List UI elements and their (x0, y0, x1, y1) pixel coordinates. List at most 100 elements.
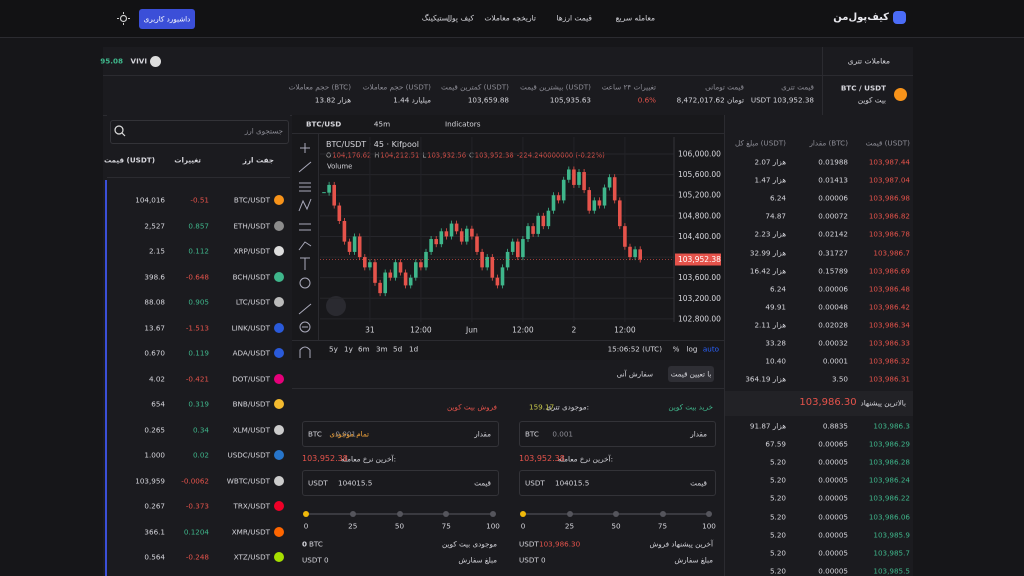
slider-stop[interactable] (396, 511, 403, 517)
range-button[interactable]: 1d (409, 344, 419, 354)
slider-stop[interactable] (490, 511, 496, 517)
search-box[interactable] (110, 120, 289, 144)
slider-stop[interactable] (566, 511, 573, 517)
search-placeholder[interactable]: جستجوی ارز (244, 126, 283, 136)
market-list (107, 115, 290, 576)
interval[interactable]: 45m (373, 119, 391, 129)
nav-link[interactable]: تاریخچه معاملات (484, 13, 536, 23)
market-pair[interactable]: TRX/USDT (233, 501, 270, 511)
divider (292, 133, 724, 134)
market-pair[interactable]: ETH/USDT (233, 220, 270, 230)
sell-price-input[interactable] (302, 470, 499, 496)
book-price: 103,986.32 (868, 356, 910, 366)
balance-label: موجودی بیت کوین (442, 539, 497, 549)
market-selector[interactable]: معاملات تتری (847, 56, 890, 66)
slider-stop[interactable] (349, 511, 356, 517)
all-balance[interactable]: تمام موجودی (329, 429, 369, 439)
market-pair[interactable]: BCH/USDT (232, 271, 270, 281)
market-pair[interactable]: WBTC/USDT (226, 475, 270, 485)
book-total: 16.42 هزار (749, 265, 786, 275)
candle (526, 226, 530, 240)
slider-stop[interactable] (443, 511, 450, 517)
sell-amount-input[interactable] (302, 421, 499, 447)
dashboard-button[interactable] (139, 9, 195, 29)
candle (327, 184, 331, 193)
market-pair[interactable]: XRP/USDT (233, 246, 270, 256)
market-pair[interactable]: XMR/USDT (231, 526, 270, 536)
buy-price-input[interactable] (519, 470, 716, 496)
market-pair[interactable]: DOT/USDT (232, 373, 270, 383)
book-amount: 0.15789 (818, 265, 848, 275)
input-label: قیمت (474, 478, 491, 488)
nav-link[interactable]: کیف پول (446, 13, 474, 23)
book-total: 32.99 هزار (749, 247, 786, 257)
book-total: 5.20 (769, 493, 786, 503)
book-price: 103,986.48 (868, 284, 910, 294)
candle (322, 192, 326, 194)
range-button[interactable]: 3m (376, 344, 388, 354)
input-label: قیمت (690, 478, 707, 488)
tab-limit[interactable] (668, 366, 714, 382)
nav-link[interactable]: معامله سریع (615, 13, 655, 23)
market-change: -0.51 (190, 195, 209, 205)
book-total: 2.11 هزار (754, 320, 786, 330)
theme-toggle[interactable] (117, 12, 130, 25)
range-button[interactable]: 5d (393, 344, 403, 354)
balance-value: 0 (302, 539, 308, 549)
coin-icon (274, 450, 284, 460)
chart-title: BTC/USDT · 45 · Kifpool (326, 140, 419, 149)
input-value[interactable]: 104015.5 (338, 478, 373, 488)
coin-icon (274, 526, 284, 537)
candle (618, 200, 622, 227)
candle (495, 277, 500, 286)
slider-stop[interactable] (520, 511, 526, 517)
market-pair[interactable]: XLM/USDT (232, 424, 270, 434)
slider-stop[interactable] (303, 511, 309, 517)
divider (822, 47, 823, 115)
market-pair[interactable]: ADA/USDT (232, 348, 270, 358)
slider-stop[interactable] (706, 511, 712, 517)
tab[interactable]: سفارش آنی (616, 369, 653, 379)
market-pair[interactable]: XTZ/USDT (233, 552, 270, 562)
input-value[interactable]: 0.001 (552, 429, 573, 439)
coin-icon (274, 552, 284, 562)
market-change: 0.02 (192, 450, 209, 460)
input-value[interactable]: 0.001 (335, 429, 356, 439)
range-button[interactable]: 1y (344, 344, 353, 354)
market-change: -0.648 (185, 271, 209, 281)
buy-amount-input[interactable] (519, 421, 716, 447)
market-pair[interactable]: LTC/USDT (235, 297, 270, 307)
candle (607, 177, 612, 188)
slider-label: 0 (520, 521, 526, 531)
market-pair[interactable]: BNB/USDT (232, 399, 270, 409)
indicators[interactable]: Indicators (445, 119, 481, 129)
total-value: USDT 0 (519, 555, 546, 565)
candle (612, 177, 617, 201)
slider-stop[interactable] (659, 511, 666, 517)
nav-link[interactable]: استیکینگ (421, 13, 450, 23)
dashboard-label[interactable]: داشبورد کاربری (143, 14, 191, 24)
input-value[interactable]: 104015.5 (555, 478, 590, 488)
log-toggle[interactable]: log (686, 344, 698, 354)
side-title: خرید بیت کوین (668, 402, 713, 412)
market-change: 0.905 (188, 297, 209, 307)
symbol-search[interactable]: BTC/USD (306, 119, 342, 129)
tab[interactable]: با تعیین قیمت (670, 369, 712, 379)
auto-toggle[interactable]: auto (702, 344, 720, 354)
book-amount: 0.00005 (818, 457, 848, 467)
best-bid: 103,986.30 (799, 397, 857, 408)
book-price: 103,985.7 (873, 548, 910, 558)
market-pair[interactable]: USDC/USDT (227, 450, 270, 460)
nav-link[interactable]: قیمت ارزها (556, 13, 592, 23)
divider (107, 177, 290, 178)
scroll-indicator (105, 180, 107, 576)
slider-stop[interactable] (613, 511, 619, 517)
candle (454, 223, 459, 232)
slider-label: 100 (486, 521, 500, 531)
market-pair[interactable]: BTC/USDT (233, 195, 270, 205)
market-pair[interactable]: LINK/USDT (231, 322, 270, 332)
percent-toggle[interactable]: % (672, 344, 680, 354)
range-button[interactable]: 6m (358, 344, 370, 354)
range-button[interactable]: 5y (329, 344, 338, 354)
book-amount: 0.02142 (818, 229, 848, 239)
